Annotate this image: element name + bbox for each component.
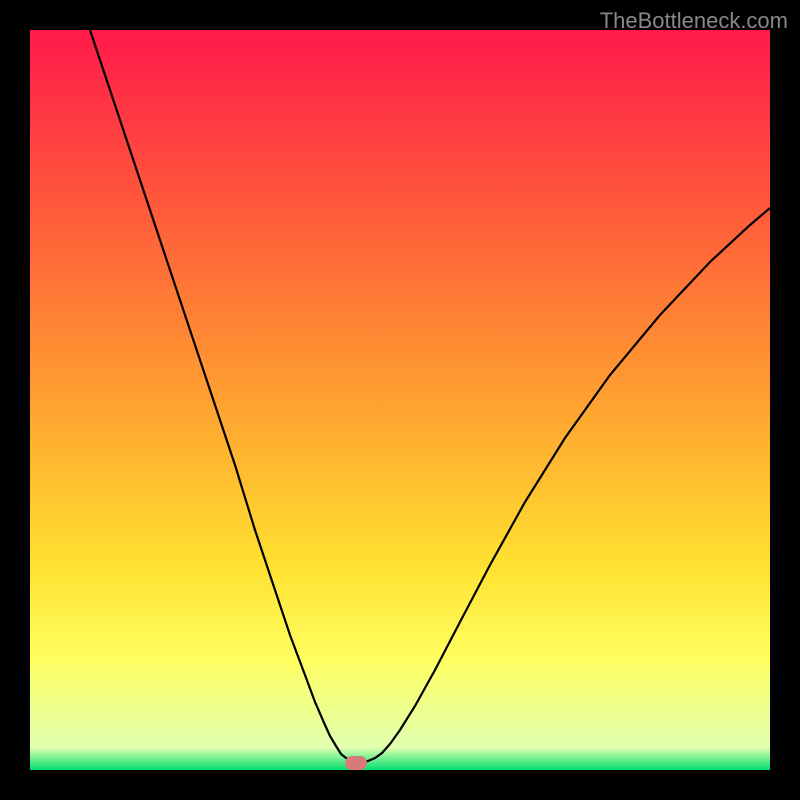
minimum-marker: [345, 756, 367, 770]
bottleneck-curve: [30, 30, 770, 770]
plot-area: [30, 30, 770, 770]
watermark: TheBottleneck.com: [600, 8, 788, 34]
